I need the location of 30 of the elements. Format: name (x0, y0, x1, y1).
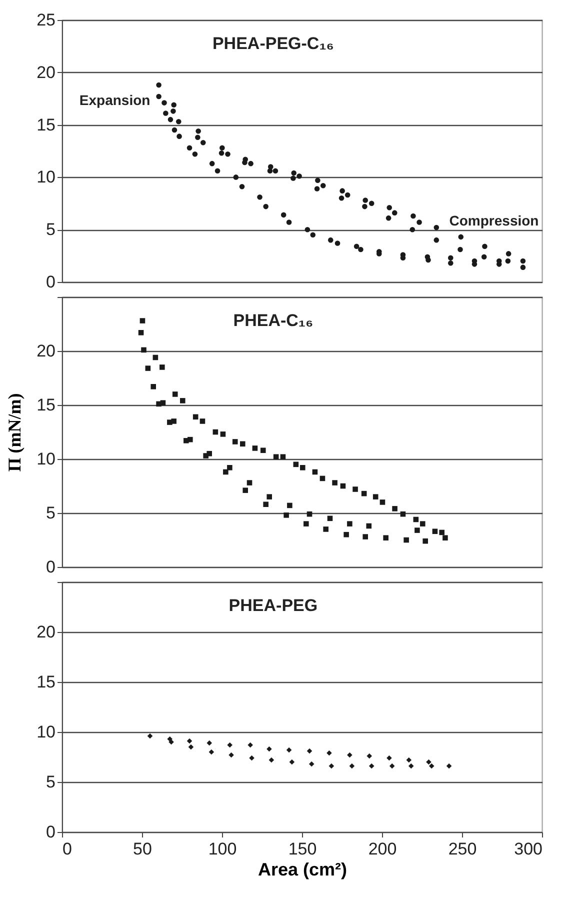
y-tick-label: 0 (46, 272, 56, 292)
y-tick-label: 0 (46, 822, 56, 842)
text: PHEA-PEG-C₁₆ (212, 34, 334, 53)
x-axis-title: Area (cm²) (258, 860, 348, 880)
y-tick-label: 25 (36, 10, 56, 30)
x-tick-label: 250 (448, 840, 477, 858)
y-tick-label: 10 (36, 450, 56, 468)
x-tick-label: 300 (514, 840, 542, 858)
y-tick-label: 20 (36, 62, 56, 82)
y-tick-label: 10 (36, 168, 56, 187)
y-tick-label: 10 (36, 722, 56, 742)
x-tick-label: 100 (208, 840, 237, 858)
x-tick-label: 0 (62, 840, 72, 858)
text: PHEA-C₁₆ (233, 311, 314, 330)
y-tick-label: 15 (36, 396, 56, 414)
y-tick-label: 5 (46, 220, 56, 240)
x-tick-label: 50 (133, 840, 152, 858)
text: PHEA-PEG (228, 596, 318, 615)
y-tick-label: 15 (36, 115, 56, 134)
y-tick-label: 5 (46, 772, 56, 792)
annotation: Compression (449, 212, 539, 229)
y-tick-label: 20 (36, 342, 56, 360)
annotation: Expansion (79, 92, 150, 108)
y-axis-title: Π (mN/m) (4, 393, 25, 472)
x-tick-label: 200 (368, 840, 397, 858)
y-tick-label: 5 (46, 504, 56, 522)
y-tick-label: 0 (46, 558, 56, 576)
y-tick-label: 20 (36, 622, 56, 642)
x-tick-label: 150 (288, 840, 317, 858)
y-tick-label: 15 (36, 672, 56, 692)
